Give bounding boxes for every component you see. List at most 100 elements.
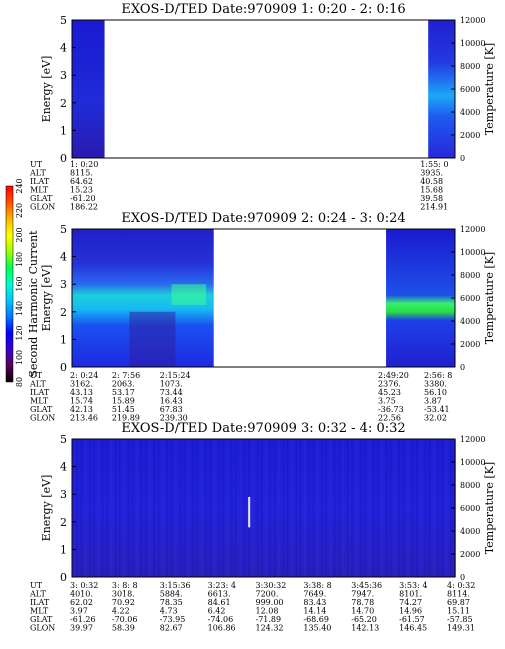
info-value: 5884. <box>160 590 183 599</box>
info-value: 8114. <box>447 590 470 599</box>
info-value: 1073. <box>160 380 183 389</box>
y2-tick-label: 0 <box>460 573 465 582</box>
data-span <box>72 20 105 158</box>
info-value: -57.85 <box>447 615 473 624</box>
info-value: 146.45 <box>399 624 427 633</box>
info-value: 22.56 <box>378 414 401 423</box>
y2-tick-label: 10000 <box>460 248 485 257</box>
data-stripe <box>330 439 332 577</box>
info-value: 239.30 <box>160 414 188 423</box>
info-value: 58.39 <box>112 624 135 633</box>
data-stripe <box>183 439 185 577</box>
y2-axis-label: Temperature [K] <box>483 252 496 344</box>
data-stripe <box>347 439 349 577</box>
data-stripe <box>355 439 357 577</box>
data-stripe <box>368 439 370 577</box>
data-stripe <box>106 439 108 577</box>
colorbar-tick-label: 80 <box>15 377 24 387</box>
y-tick-label: 5 <box>60 433 67 446</box>
data-stripe <box>115 439 117 577</box>
info-value: -68.69 <box>303 615 329 624</box>
info-value: 3935. <box>420 169 443 178</box>
info-value: 2063. <box>112 380 135 389</box>
info-value: 12.08 <box>256 607 279 616</box>
data-stripe <box>110 439 112 577</box>
data-stripe <box>123 439 125 577</box>
y-tick-label: 0 <box>60 152 67 165</box>
info-value: 3:30:32 <box>256 581 287 590</box>
data-stripe <box>441 439 443 577</box>
info-value: 64.62 <box>70 177 93 186</box>
y2-tick-label: 6000 <box>460 504 480 513</box>
data-stripe <box>373 439 375 577</box>
data-stripe <box>274 439 276 577</box>
y-tick-label: 0 <box>60 361 67 374</box>
info-value: 3:23: 4 <box>208 581 236 590</box>
data-stripe <box>360 439 362 577</box>
info-value: 214.91 <box>420 203 448 212</box>
info-value: 42.13 <box>70 405 93 414</box>
info-value: 39.97 <box>70 624 93 633</box>
info-value: -70.06 <box>112 615 138 624</box>
y-tick-label: 3 <box>60 69 67 82</box>
info-value: 4.73 <box>160 607 178 616</box>
data-stripe <box>334 439 336 577</box>
y2-axis-label: Temperature [K] <box>483 43 496 135</box>
info-value: 186.22 <box>70 203 98 212</box>
y-tick-label: 4 <box>60 251 67 264</box>
info-value: 3018. <box>112 590 135 599</box>
data-stripe <box>403 439 405 577</box>
data-stripe <box>265 439 267 577</box>
data-stripe <box>278 439 280 577</box>
y-tick-label: 4 <box>60 461 67 474</box>
data-stripe <box>235 439 237 577</box>
colorbar-tick-label: 240 <box>15 178 24 193</box>
info-row-label: ILAT <box>30 598 50 607</box>
y2-tick-label: 12000 <box>460 225 485 234</box>
info-value: 2: 7:56 <box>112 371 140 380</box>
info-value: -73.95 <box>160 615 186 624</box>
y-tick-label: 5 <box>60 223 67 236</box>
data-stripe <box>407 439 409 577</box>
data-stripe <box>446 439 448 577</box>
y2-tick-label: 0 <box>460 154 465 163</box>
info-value: 3162. <box>70 380 93 389</box>
y-tick-label: 2 <box>60 97 67 110</box>
data-stripe <box>72 439 74 577</box>
data-stripe <box>424 439 426 577</box>
info-value: 2:15:24 <box>160 371 191 380</box>
panel-2: EXOS-D/TED Date:970909 2: 0:24 - 3: 0:24… <box>29 211 496 423</box>
info-value: 45.23 <box>378 388 401 397</box>
data-stripe <box>170 439 173 577</box>
y2-tick-label: 4000 <box>460 108 480 117</box>
info-value: 213.46 <box>70 414 98 423</box>
info-value: 15.11 <box>447 607 470 616</box>
info-value: 3: 8: 8 <box>112 581 138 590</box>
info-value: 56.10 <box>424 388 447 397</box>
info-value: 4.22 <box>112 607 130 616</box>
data-stripe <box>295 439 297 577</box>
info-value: 73.44 <box>160 388 183 397</box>
y-tick-label: 2 <box>60 306 67 319</box>
data-span <box>72 439 455 577</box>
info-row-label: MLT <box>30 186 49 195</box>
data-stripe <box>287 439 289 577</box>
info-value: 3.97 <box>70 607 88 616</box>
info-value: 15.74 <box>70 397 93 406</box>
data-stripe <box>196 439 198 577</box>
data-stripe <box>317 439 319 577</box>
y2-tick-label: 2000 <box>460 340 480 349</box>
data-stripe <box>145 439 147 577</box>
colorbar-tick-label: 180 <box>15 252 24 267</box>
data-stripe <box>312 439 314 577</box>
info-value: 69.87 <box>447 598 470 607</box>
data-stripe <box>394 439 396 577</box>
info-value: -61.57 <box>399 615 425 624</box>
info-value: -71.89 <box>256 615 282 624</box>
y2-tick-label: 8000 <box>460 271 480 280</box>
data-stripe <box>136 439 138 577</box>
y2-tick-label: 8000 <box>460 62 480 71</box>
data-stripe <box>377 439 379 577</box>
y2-tick-label: 12000 <box>460 435 485 444</box>
panel-3: EXOS-D/TED Date:970909 3: 0:32 - 4: 0:32… <box>29 421 496 633</box>
